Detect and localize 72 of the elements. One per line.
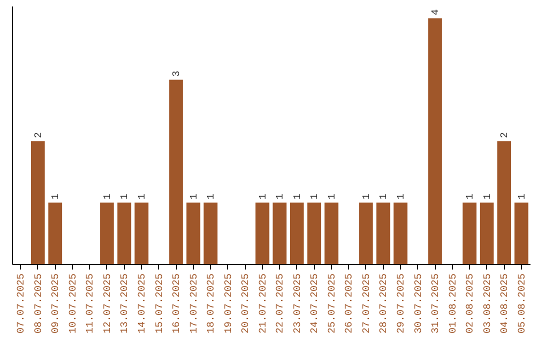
data-label: 2 xyxy=(34,132,45,138)
data-label: 1 xyxy=(482,194,494,200)
data-label: 2 xyxy=(500,132,512,138)
bar xyxy=(307,202,322,264)
bar xyxy=(428,18,442,264)
data-label: 1 xyxy=(206,194,218,200)
x-tick-label: 25.07.2025 xyxy=(327,274,338,334)
bar xyxy=(100,202,114,264)
x-tick-label: 24.07.2025 xyxy=(310,274,322,334)
x-tick-label: 17.07.2025 xyxy=(189,274,200,334)
data-label: 1 xyxy=(292,194,304,200)
bar xyxy=(462,202,476,264)
x-tick-label: 21.07.2025 xyxy=(258,274,270,334)
bar xyxy=(134,202,148,264)
x-tick-label: 02.08.2025 xyxy=(466,274,477,334)
data-label: 1 xyxy=(362,194,373,200)
x-tick-label: 16.07.2025 xyxy=(172,274,184,334)
x-tick-label: 18.07.2025 xyxy=(206,274,218,334)
bar xyxy=(376,202,390,264)
x-tick-label: 08.07.2025 xyxy=(34,274,45,334)
bar xyxy=(497,141,512,264)
data-label: 1 xyxy=(120,194,132,200)
data-label: 1 xyxy=(276,194,287,200)
data-label: 1 xyxy=(102,194,114,200)
x-tick-label: 05.08.2025 xyxy=(517,274,528,334)
bar xyxy=(30,141,45,264)
bar xyxy=(186,202,200,264)
data-label: 1 xyxy=(310,194,322,200)
x-tick-label: 27.07.2025 xyxy=(362,274,373,334)
data-label: 1 xyxy=(138,194,148,200)
x-tick-label: 28.07.2025 xyxy=(379,274,390,334)
data-label: 1 xyxy=(379,194,390,200)
bar xyxy=(394,202,408,264)
data-label: 4 xyxy=(431,9,442,16)
bar xyxy=(480,202,494,264)
x-tick-label: 14.07.2025 xyxy=(138,274,148,334)
x-tick-label: 13.07.2025 xyxy=(120,274,132,334)
data-label: 1 xyxy=(327,194,338,200)
bar xyxy=(117,202,132,264)
x-tick-label: 12.07.2025 xyxy=(102,274,114,334)
bar xyxy=(359,202,373,264)
bar xyxy=(48,202,62,264)
x-tick-label: 15.07.2025 xyxy=(154,274,166,334)
bar xyxy=(324,202,338,264)
x-tick-label: 23.07.2025 xyxy=(292,274,304,334)
data-label: 1 xyxy=(51,194,62,200)
x-tick-label: 26.07.2025 xyxy=(344,274,356,334)
x-tick-label: 29.07.2025 xyxy=(396,274,408,334)
bar xyxy=(272,202,287,264)
data-label: 1 xyxy=(466,194,477,200)
bar xyxy=(514,202,528,264)
x-tick-label: 07.07.2025 xyxy=(16,274,28,334)
data-label: 1 xyxy=(258,194,270,200)
x-tick-label: 11.07.2025 xyxy=(86,274,97,334)
bar xyxy=(169,80,183,264)
x-tick-label: 01.08.2025 xyxy=(448,274,460,334)
x-tick-label: 04.08.2025 xyxy=(500,274,512,334)
x-tick-label: 30.07.2025 xyxy=(414,274,425,334)
x-tick-label: 20.07.2025 xyxy=(241,274,252,334)
x-tick-label: 09.07.2025 xyxy=(51,274,62,334)
bar xyxy=(255,202,270,264)
x-tick-label: 19.07.2025 xyxy=(224,274,235,334)
data-label: 1 xyxy=(517,194,528,200)
x-tick-label: 22.07.2025 xyxy=(276,274,287,334)
data-label: 3 xyxy=(172,70,184,77)
x-tick-label: 03.08.2025 xyxy=(482,274,494,334)
bar xyxy=(204,202,218,264)
data-label: 1 xyxy=(396,194,408,200)
x-tick-label: 10.07.2025 xyxy=(68,274,80,334)
bar xyxy=(290,202,304,264)
x-tick-label: 31.07.2025 xyxy=(431,274,442,334)
data-label: 1 xyxy=(189,194,200,200)
